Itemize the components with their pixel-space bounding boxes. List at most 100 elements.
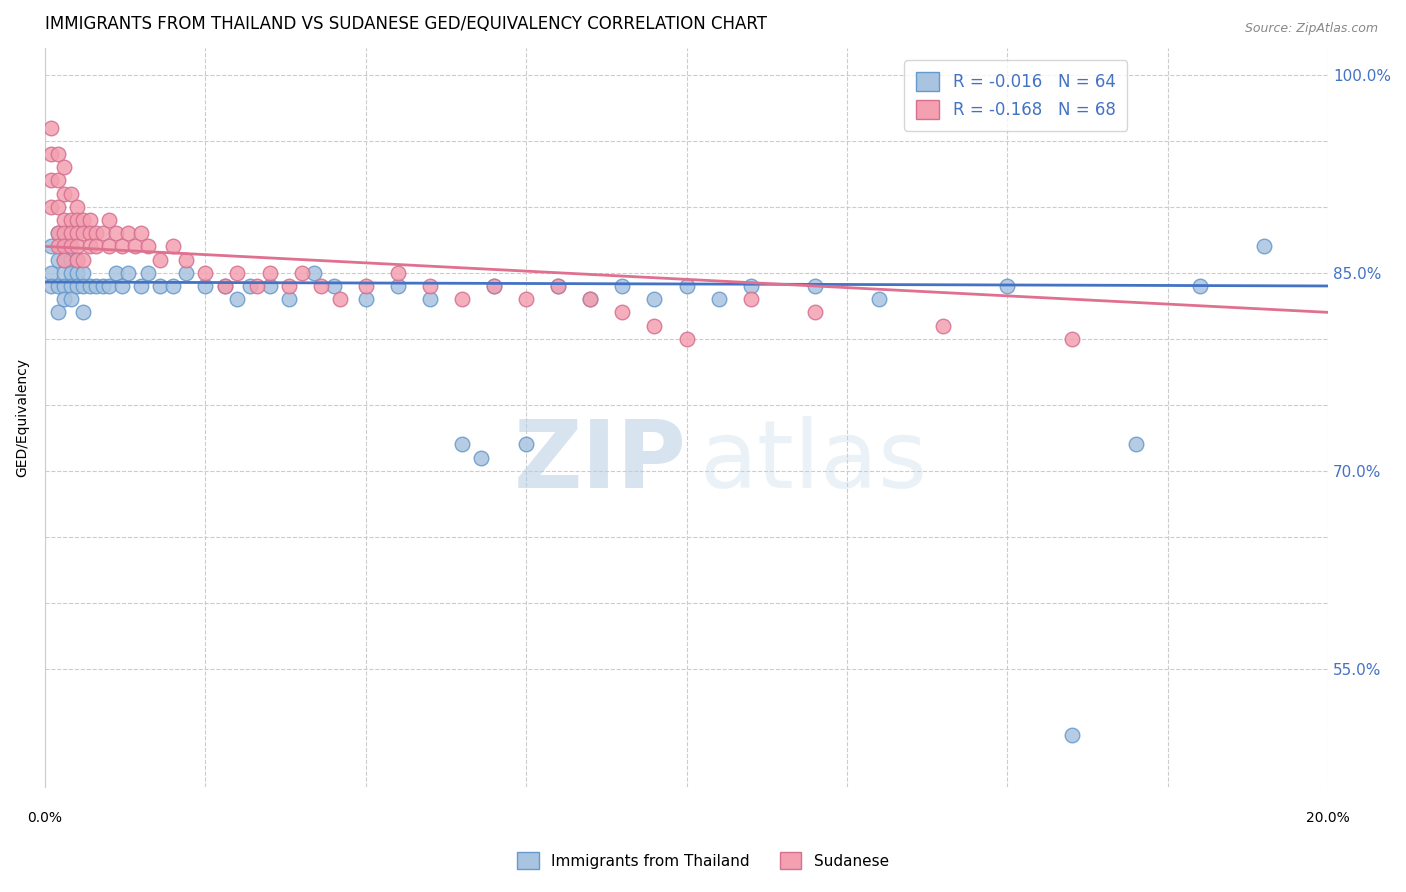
Point: [675, 332, 697, 346]
Point: [111, 279, 134, 293]
Point: [66, 252, 89, 267]
Point: [66, 200, 89, 214]
Point: [612, 279, 634, 293]
Point: [53, 213, 76, 227]
Point: [53, 160, 76, 174]
Point: [259, 279, 281, 293]
Point: [277, 279, 299, 293]
Point: [149, 252, 172, 267]
Point: [226, 292, 249, 306]
Point: [41, 279, 63, 293]
Point: [515, 292, 537, 306]
Point: [129, 279, 152, 293]
Point: [53, 239, 76, 253]
Point: [53, 279, 76, 293]
Point: [79, 226, 101, 240]
Point: [41, 200, 63, 214]
Point: [46, 279, 69, 293]
Point: [46, 173, 69, 187]
Point: [79, 279, 101, 293]
Point: [804, 279, 827, 293]
Point: [46, 226, 69, 240]
Point: [98, 213, 121, 227]
Point: [643, 292, 665, 306]
Point: [59, 266, 82, 280]
Point: [66, 239, 89, 253]
Point: [79, 213, 101, 227]
Point: [41, 147, 63, 161]
Point: [117, 226, 139, 240]
Point: [72, 279, 94, 293]
Point: [91, 226, 114, 240]
Point: [675, 279, 697, 293]
Point: [579, 292, 602, 306]
Point: [46, 239, 69, 253]
Point: [239, 279, 262, 293]
Point: [72, 252, 94, 267]
Point: [129, 226, 152, 240]
Point: [482, 279, 505, 293]
Point: [66, 252, 89, 267]
Point: [612, 305, 634, 319]
Point: [104, 266, 127, 280]
Point: [214, 279, 236, 293]
Point: [547, 279, 569, 293]
Point: [387, 279, 409, 293]
Point: [66, 226, 89, 240]
Point: [59, 226, 82, 240]
Point: [59, 239, 82, 253]
Point: [579, 292, 602, 306]
Point: [194, 266, 217, 280]
Point: [1188, 279, 1211, 293]
Point: [419, 292, 441, 306]
Point: [136, 266, 159, 280]
Point: [72, 226, 94, 240]
Point: [53, 266, 76, 280]
Point: [59, 239, 82, 253]
Point: [868, 292, 890, 306]
Point: [53, 252, 76, 267]
Point: [451, 437, 474, 451]
Point: [932, 318, 955, 333]
Point: [84, 239, 107, 253]
Y-axis label: GED/Equivalency: GED/Equivalency: [15, 359, 30, 477]
Point: [246, 279, 269, 293]
Text: atlas: atlas: [699, 417, 928, 508]
Point: [66, 213, 89, 227]
Point: [329, 292, 352, 306]
Point: [174, 252, 197, 267]
Point: [1060, 332, 1083, 346]
Text: 0.0%: 0.0%: [28, 811, 62, 825]
Point: [1253, 239, 1275, 253]
Point: [84, 279, 107, 293]
Point: [995, 279, 1018, 293]
Point: [226, 266, 249, 280]
Point: [804, 305, 827, 319]
Text: 20.0%: 20.0%: [1306, 811, 1350, 825]
Point: [470, 450, 492, 465]
Point: [72, 305, 94, 319]
Point: [46, 252, 69, 267]
Point: [41, 239, 63, 253]
Point: [66, 266, 89, 280]
Point: [136, 239, 159, 253]
Legend: R = -0.016   N = 64, R = -0.168   N = 68: R = -0.016 N = 64, R = -0.168 N = 68: [904, 61, 1128, 130]
Point: [1060, 728, 1083, 742]
Point: [66, 279, 89, 293]
Point: [419, 279, 441, 293]
Point: [41, 120, 63, 135]
Point: [53, 252, 76, 267]
Point: [291, 266, 314, 280]
Point: [547, 279, 569, 293]
Point: [59, 213, 82, 227]
Point: [117, 266, 139, 280]
Point: [194, 279, 217, 293]
Point: [59, 252, 82, 267]
Point: [643, 318, 665, 333]
Text: Source: ZipAtlas.com: Source: ZipAtlas.com: [1244, 22, 1378, 36]
Point: [451, 292, 474, 306]
Point: [482, 279, 505, 293]
Text: ZIP: ZIP: [513, 417, 686, 508]
Point: [124, 239, 146, 253]
Point: [46, 305, 69, 319]
